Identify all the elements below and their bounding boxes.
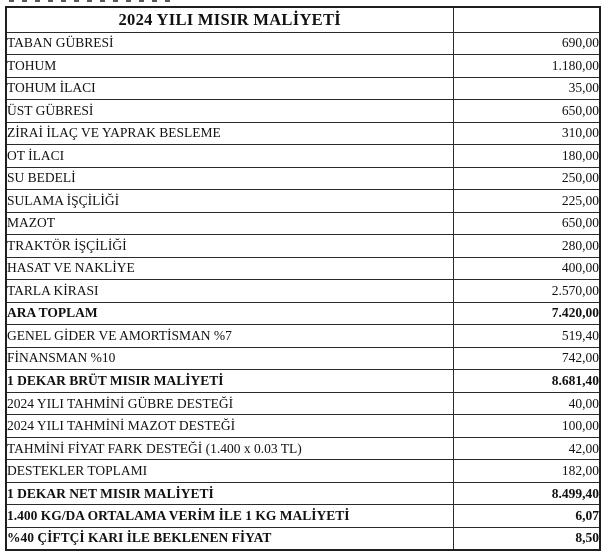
row-label: 1 DEKAR BRÜT MISIR MALİYETİ [5, 369, 454, 393]
table-row: GENEL GİDER VE AMORTİSMAN %7 519,40 [5, 324, 601, 348]
table-row: OT İLACI 180,00 [5, 144, 601, 168]
table-row: ZİRAİ İLAÇ VE YAPRAK BESLEME 310,00 [5, 121, 601, 146]
table-row: TRAKTÖR İŞÇİLİĞİ 280,00 [5, 234, 601, 258]
row-value: 8.681,40 [452, 369, 601, 393]
row-label: 1.400 KG/DA ORTALAMA VERİM İLE 1 KG MALİ… [5, 504, 454, 528]
row-label: DESTEKLER TOPLAMI [5, 459, 454, 483]
row-label: 1 DEKAR NET MISIR MALİYETİ [5, 481, 454, 506]
row-value: 8.499,40 [452, 481, 601, 506]
table-row: SU BEDELİ 250,00 [5, 166, 601, 191]
table-row: TOHUM İLACI 35,00 [5, 76, 601, 101]
row-label: 2024 YILI TAHMİNİ GÜBRE DESTEĞİ [5, 391, 454, 416]
row-value: 650,00 [452, 99, 601, 123]
row-value: 400,00 [452, 256, 601, 281]
row-value: 310,00 [452, 121, 601, 146]
table-row: TOHUM 1.180,00 [5, 54, 601, 78]
row-label: HASAT VE NAKLİYE [5, 256, 454, 281]
row-value: 35,00 [452, 76, 601, 101]
row-label: TARLA KİRASI [5, 279, 454, 303]
table-row: 2024 YILI TAHMİNİ MAZOT DESTEĞİ 100,00 [5, 414, 601, 438]
table-row: DESTEKLER TOPLAMI 182,00 [5, 459, 601, 483]
row-value: 182,00 [452, 459, 601, 483]
row-value: 2.570,00 [452, 279, 601, 303]
row-value: 42,00 [452, 436, 601, 461]
row-label: TOHUM İLACI [5, 76, 454, 101]
row-label: ZİRAİ İLAÇ VE YAPRAK BESLEME [5, 121, 454, 146]
table-row: 2024 YILI TAHMİNİ GÜBRE DESTEĞİ 40,00 [5, 391, 601, 416]
table-row: %40 ÇİFTÇİ KARI İLE BEKLENEN FİYAT 8,50 [5, 526, 601, 551]
row-value: 690,00 [452, 31, 601, 56]
row-label: FİNANSMAN %10 [5, 346, 454, 371]
table-row: FİNANSMAN %10 742,00 [5, 346, 601, 371]
row-label: TOHUM [5, 54, 454, 78]
row-label: TABAN GÜBRESİ [5, 31, 454, 56]
empty-header-cell [452, 6, 601, 33]
row-label: TAHMİNİ FİYAT FARK DESTEĞİ (1.400 x 0.03… [5, 436, 454, 461]
row-value: 650,00 [452, 211, 601, 236]
row-value: 280,00 [452, 234, 601, 258]
row-value: 40,00 [452, 391, 601, 416]
row-value: 225,00 [452, 189, 601, 213]
row-value: 7.420,00 [452, 301, 601, 326]
row-label: %40 ÇİFTÇİ KARI İLE BEKLENEN FİYAT [5, 526, 454, 551]
table-row: ÜST GÜBRESİ 650,00 [5, 99, 601, 123]
row-label: OT İLACI [5, 144, 454, 168]
table-row: SULAMA İŞÇİLİĞİ 225,00 [5, 189, 601, 213]
row-value: 100,00 [452, 414, 601, 438]
table-row: 1 DEKAR NET MISIR MALİYETİ 8.499,40 [5, 481, 601, 506]
clipped-text-artifact [9, 0, 177, 2]
row-value: 519,40 [452, 324, 601, 348]
row-value: 8,50 [452, 526, 601, 551]
row-label: MAZOT [5, 211, 454, 236]
table-row: MAZOT 650,00 [5, 211, 601, 236]
row-label: GENEL GİDER VE AMORTİSMAN %7 [5, 324, 454, 348]
row-value: 250,00 [452, 166, 601, 191]
table-title: 2024 YILI MISIR MALİYETİ [5, 6, 454, 33]
row-label: ARA TOPLAM [5, 301, 454, 326]
table-row: TABAN GÜBRESİ 690,00 [5, 31, 601, 56]
row-label: ÜST GÜBRESİ [5, 99, 454, 123]
table-row: TARLA KİRASI 2.570,00 [5, 279, 601, 303]
row-label: SU BEDELİ [5, 166, 454, 191]
row-value: 180,00 [452, 144, 601, 168]
table-row: 1.400 KG/DA ORTALAMA VERİM İLE 1 KG MALİ… [5, 504, 601, 528]
cost-table-body: TABAN GÜBRESİ 690,00 TOHUM 1.180,00 TOHUM İL… [5, 31, 601, 551]
table-header-row: 2024 YILI MISIR MALİYETİ [5, 6, 601, 33]
table-row: TAHMİNİ FİYAT FARK DESTEĞİ (1.400 x 0.03… [5, 436, 601, 461]
row-value: 1.180,00 [452, 54, 601, 78]
row-label: TRAKTÖR İŞÇİLİĞİ [5, 234, 454, 258]
row-label: SULAMA İŞÇİLİĞİ [5, 189, 454, 213]
table-row: 1 DEKAR BRÜT MISIR MALİYETİ 8.681,40 [5, 369, 601, 393]
table-row: ARA TOPLAM 7.420,00 [5, 301, 601, 326]
corn-cost-table: 2024 YILI MISIR MALİYETİ TABAN GÜBRESİ 69… [5, 6, 601, 551]
row-value: 742,00 [452, 346, 601, 371]
table-row: HASAT VE NAKLİYE 400,00 [5, 256, 601, 281]
row-label: 2024 YILI TAHMİNİ MAZOT DESTEĞİ [5, 414, 454, 438]
row-value: 6,07 [452, 504, 601, 528]
